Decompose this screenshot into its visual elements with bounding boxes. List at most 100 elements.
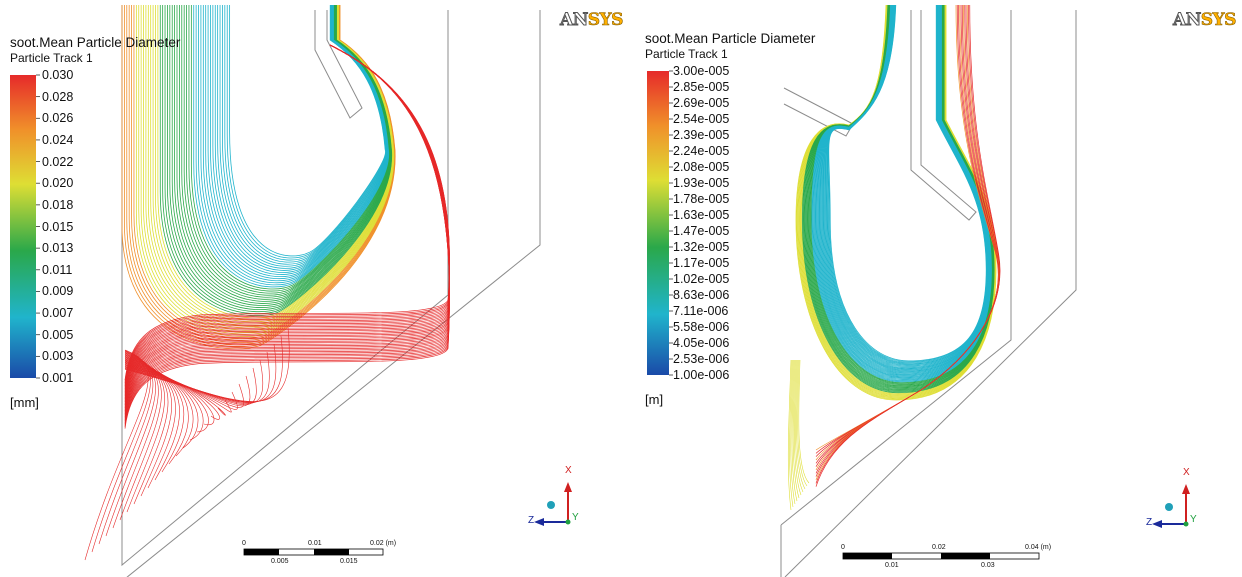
streamline <box>124 44 450 429</box>
streamline <box>826 4 988 365</box>
streamline <box>124 363 232 413</box>
streamline <box>124 327 290 402</box>
right-tick-label: 1.17e-005 <box>673 256 730 270</box>
left-ansys-logo: ANSYS <box>560 10 624 31</box>
right-tick-label: 2.85e-005 <box>673 80 730 94</box>
left-legend-title: soot.Mean Particle Diameter <box>10 35 181 50</box>
streamline <box>789 359 794 508</box>
left-tick-label: 0.024 <box>42 132 74 147</box>
streamline <box>790 359 796 505</box>
right-tick-label: 1.93e-005 <box>673 176 730 190</box>
right-tick-label: 4.05e-006 <box>673 336 730 350</box>
streamline <box>787 359 792 511</box>
streamline <box>124 44 450 428</box>
right-tick-label: 8.63e-006 <box>673 288 730 302</box>
right-scale-label-0: 0 <box>841 544 845 551</box>
left-tick-label: 0.011 <box>42 262 73 277</box>
streamline <box>791 359 798 502</box>
left-scale-bar <box>243 548 384 556</box>
left-legend-unit: [mm] <box>10 395 39 410</box>
right-ansys-logo: ANSYS <box>1173 10 1237 31</box>
right-particle-streamlines <box>787 4 1001 511</box>
right-axis-z-label: Z <box>1146 517 1153 528</box>
left-axis-x-label: X <box>565 465 572 476</box>
right-scale-label-2: 0.04 (m) <box>1025 544 1052 551</box>
right-tick-label: 1.78e-005 <box>673 192 730 206</box>
streamline <box>124 364 244 408</box>
streamline <box>229 5 386 257</box>
right-tick-label: 5.58e-006 <box>673 320 730 334</box>
left-tick-label: 0.005 <box>42 327 74 342</box>
streamline <box>124 359 264 405</box>
right-tick-label: 2.24e-005 <box>673 144 730 158</box>
left-tick-label: 0.009 <box>42 284 74 299</box>
left-tick-label: 0.022 <box>42 154 74 169</box>
streamline <box>827 4 988 364</box>
right-tick-label: 1.00e-006 <box>673 368 730 382</box>
streamline <box>824 4 988 367</box>
left-tick-label: 0.018 <box>42 197 74 212</box>
streamline <box>798 359 810 484</box>
right-color-bar-ticks <box>669 70 673 376</box>
left-color-bar <box>10 75 36 378</box>
streamline <box>827 4 987 363</box>
right-scale-label-4: 0.03 <box>981 562 995 569</box>
streamline <box>124 343 277 403</box>
right-axis-x-label: X <box>1183 467 1190 478</box>
right-tick-label: 1.47e-005 <box>673 224 730 238</box>
streamline <box>124 351 270 404</box>
right-tick-label: 1.02e-005 <box>673 272 730 286</box>
streamline <box>171 5 391 306</box>
right-geometry-outline <box>780 10 1077 577</box>
right-tick-label: 2.54e-005 <box>673 112 730 126</box>
left-axis-z-label: Z <box>528 515 535 526</box>
right-axis-y-label: Y <box>1190 514 1197 525</box>
left-axis-triad <box>534 482 572 526</box>
streamline <box>124 362 226 416</box>
right-tick-label: 2.08e-005 <box>673 160 730 174</box>
left-scale-label-2: 0.02 (m) <box>370 540 397 547</box>
right-tick-label: 2.39e-005 <box>673 128 730 142</box>
left-color-bar-ticks <box>36 74 40 379</box>
left-tick-label: 0.013 <box>42 241 74 256</box>
left-tick-label: 0.020 <box>42 176 74 191</box>
streamline <box>124 365 251 407</box>
right-tick-label: 2.69e-005 <box>673 96 730 110</box>
right-tick-label: 1.63e-005 <box>673 208 730 222</box>
streamline <box>796 359 806 490</box>
right-tick-label: 2.53e-006 <box>673 352 730 366</box>
left-axis-y-label: Y <box>572 512 579 523</box>
right-legend-unit: [m] <box>645 392 664 407</box>
streamline <box>124 44 450 423</box>
streamline <box>795 359 804 493</box>
right-scale-label-1: 0.02 <box>932 544 946 551</box>
right-tick-label: 7.11e-006 <box>673 304 729 318</box>
left-tick-label: 0.030 <box>42 68 74 82</box>
left-legend-subtitle: Particle Track 1 <box>10 51 93 65</box>
right-scale-label-3: 0.01 <box>885 562 899 569</box>
right-panel: soot.Mean Particle Diameter Particle Tra… <box>621 0 1242 577</box>
streamline <box>159 5 392 317</box>
streamline <box>825 4 988 366</box>
right-particle-track-view <box>647 4 1190 577</box>
streamline <box>815 4 1001 487</box>
left-tick-label: 0.028 <box>42 89 74 104</box>
right-axis-triad <box>1152 484 1190 528</box>
left-tick-label: 0.001 <box>42 371 74 385</box>
right-scale-bar <box>842 552 1040 560</box>
streamline <box>828 4 987 362</box>
left-scale-label-3: 0.005 <box>271 558 289 565</box>
right-color-bar <box>647 71 669 375</box>
left-scale-label-4: 0.015 <box>340 558 358 565</box>
left-tick-label: 0.003 <box>42 349 74 364</box>
streamline <box>157 5 393 319</box>
right-tick-label: 1.32e-005 <box>673 240 730 254</box>
right-legend-title: soot.Mean Particle Diameter <box>645 31 816 46</box>
left-particle-track-view <box>10 5 572 577</box>
right-legend-subtitle: Particle Track 1 <box>645 47 728 61</box>
streamline <box>792 359 800 499</box>
left-panel: soot.Mean Particle Diameter Particle Tra… <box>10 5 624 577</box>
streamline <box>826 4 988 365</box>
left-scale-label-0: 0 <box>242 540 246 547</box>
left-tick-label: 0.026 <box>42 111 74 126</box>
